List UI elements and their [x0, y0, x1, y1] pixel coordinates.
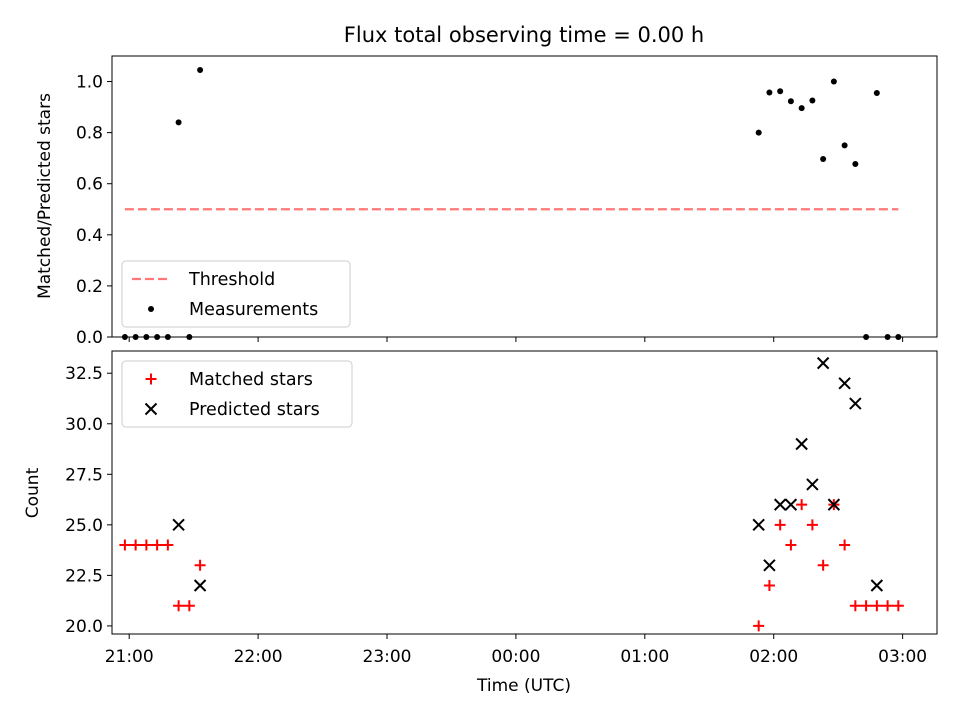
measurement-point: [809, 97, 816, 104]
y-tick-label: 0.6: [76, 175, 103, 195]
predicted-star-point: [773, 498, 787, 511]
measurement-point: [820, 155, 827, 162]
matched-star-point: [871, 600, 883, 612]
matched-star-point: [839, 539, 851, 551]
legend-label: Matched stars: [189, 370, 313, 390]
legend-box: [121, 260, 351, 328]
matched-star-point: [817, 559, 829, 571]
ratio-marks: [121, 67, 902, 340]
measurement-point: [863, 334, 870, 340]
count-marks: [119, 356, 904, 632]
measurement-point: [777, 88, 784, 95]
legend-matched-handle: [145, 373, 157, 385]
x-tick-label: 23:00: [363, 647, 412, 667]
y-tick-label: 0.4: [76, 226, 103, 246]
legend-label: Threshold: [188, 270, 275, 290]
chart-title: Flux total observing time = 0.00 h: [344, 23, 704, 47]
predicted-star-point: [172, 518, 185, 532]
matched-star-point: [774, 519, 786, 531]
count-y-axis-label: Count: [23, 467, 43, 518]
predicted-star-point: [870, 579, 884, 592]
matched-star-point: [151, 539, 163, 551]
measurement-point: [175, 119, 182, 126]
y-tick-label: 22.5: [65, 566, 103, 586]
predicted-star-point: [849, 397, 862, 410]
measurement-point: [132, 334, 139, 340]
predicted-star-point: [752, 518, 765, 532]
x-tick-label: 22:00: [234, 647, 283, 667]
count-plot-frame: [111, 350, 938, 635]
x-tick-label: 21:00: [105, 647, 154, 667]
measurement-point: [841, 142, 848, 149]
predicted-star-point: [838, 377, 851, 390]
measurement-point: [798, 105, 805, 112]
predicted-star-point: [806, 478, 819, 491]
y-tick-label: 20.0: [65, 617, 103, 637]
matched-star-point: [849, 600, 861, 612]
measurement-point: [154, 334, 161, 340]
y-tick-label: 32.5: [65, 364, 103, 384]
y-tick-label: 0.2: [76, 277, 103, 297]
ratio-y-axis-label: Matched/Predicted stars: [35, 93, 55, 299]
y-tick-label: 27.5: [65, 465, 103, 485]
matched-star-point: [173, 600, 185, 612]
matched-star-point: [892, 600, 904, 612]
count-panel: Count Time (UTC) 21:00 22:00 23:00 00:00 01:…: [23, 350, 938, 696]
measurement-point: [895, 334, 902, 340]
legend-predicted-handle: [144, 402, 158, 416]
matched-star-point: [130, 539, 142, 551]
legend-label: Measurements: [189, 300, 318, 320]
measurement-point: [830, 78, 837, 85]
matched-star-point: [796, 499, 808, 511]
ratio-legend: Threshold Measurements: [121, 260, 351, 328]
y-tick-label: 1.0: [76, 73, 103, 93]
measurement-point: [197, 67, 204, 74]
legend-box: [121, 360, 353, 428]
x-tick-label: 02:00: [749, 647, 798, 667]
legend-measurement-handle: [148, 306, 154, 312]
predicted-star-point: [784, 498, 798, 511]
x-tick-label: 03:00: [878, 647, 927, 667]
matched-star-point: [753, 620, 765, 632]
measurement-point: [884, 334, 891, 340]
measurement-point: [787, 98, 794, 105]
measurement-point: [755, 129, 762, 136]
y-tick-label: 0.0: [76, 328, 103, 348]
x-axis-label: Time (UTC): [476, 676, 571, 696]
matched-star-point: [162, 539, 174, 551]
matched-star-point: [183, 600, 195, 612]
matched-star-point: [785, 539, 797, 551]
matched-star-point: [806, 519, 818, 531]
measurement-point: [873, 90, 880, 97]
predicted-star-point: [763, 559, 776, 572]
matched-star-point: [194, 559, 206, 571]
predicted-star-point: [827, 498, 841, 511]
measurement-point: [852, 161, 859, 168]
count-legend: Matched stars Predicted stars: [121, 360, 353, 428]
count-ticks: 21:00 22:00 23:00 00:00 01:00 02:00 03:00 20.0 2…: [65, 364, 927, 667]
y-tick-label: 30.0: [65, 415, 103, 435]
ratio-ticks: 0.0 0.2 0.4 0.6 0.8 1.0: [76, 73, 904, 348]
predicted-star-point: [193, 579, 207, 592]
measurement-point: [121, 334, 128, 340]
measurement-point: [164, 334, 171, 340]
x-tick-label: 00:00: [491, 647, 540, 667]
matched-star-point: [763, 579, 775, 591]
matched-star-point: [860, 600, 872, 612]
measurement-point: [766, 89, 773, 96]
ratio-plot-frame: [111, 55, 938, 338]
predicted-star-point: [795, 437, 808, 451]
matched-star-point: [119, 539, 131, 551]
measurement-point: [186, 334, 193, 340]
x-tick-label: 01:00: [620, 647, 669, 667]
y-tick-label: 25.0: [65, 516, 103, 536]
predicted-star-point: [816, 356, 830, 370]
matched-star-point: [882, 600, 894, 612]
matched-star-point: [140, 539, 152, 551]
measurement-point: [143, 334, 150, 340]
y-tick-label: 0.8: [76, 124, 103, 144]
legend-label: Predicted stars: [189, 400, 320, 420]
ratio-panel: Matched/Predicted stars 0.0 0.2 0.4 0.6 0.8 1…: [35, 55, 938, 348]
